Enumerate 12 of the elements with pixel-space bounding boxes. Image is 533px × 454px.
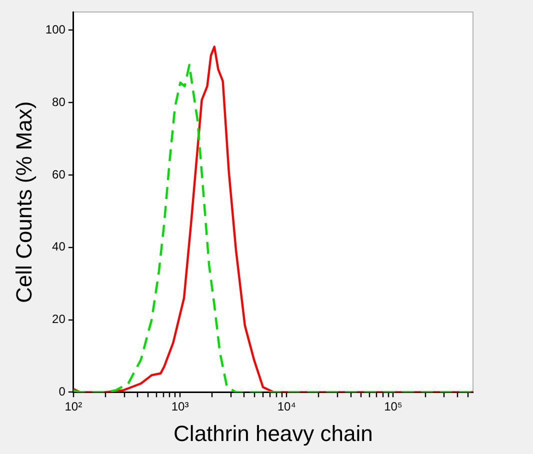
y-axis-title: Cell Counts (% Max) — [11, 101, 36, 303]
y-tick-label: 100 — [45, 22, 66, 36]
x-tick-label: 10⁵ — [384, 400, 402, 414]
y-tick-label: 0 — [58, 384, 66, 399]
y-tick-label: 60 — [52, 167, 66, 182]
y-tick-label: 80 — [52, 94, 66, 109]
y-tick-label: 40 — [52, 240, 66, 254]
x-tick-label: 10³ — [171, 400, 189, 414]
y-tick-label: 20 — [52, 312, 66, 326]
x-tick-label: 10⁴ — [277, 400, 296, 414]
x-tick-label: 10² — [64, 400, 82, 414]
x-axis-title: Clathrin heavy chain — [174, 420, 373, 446]
